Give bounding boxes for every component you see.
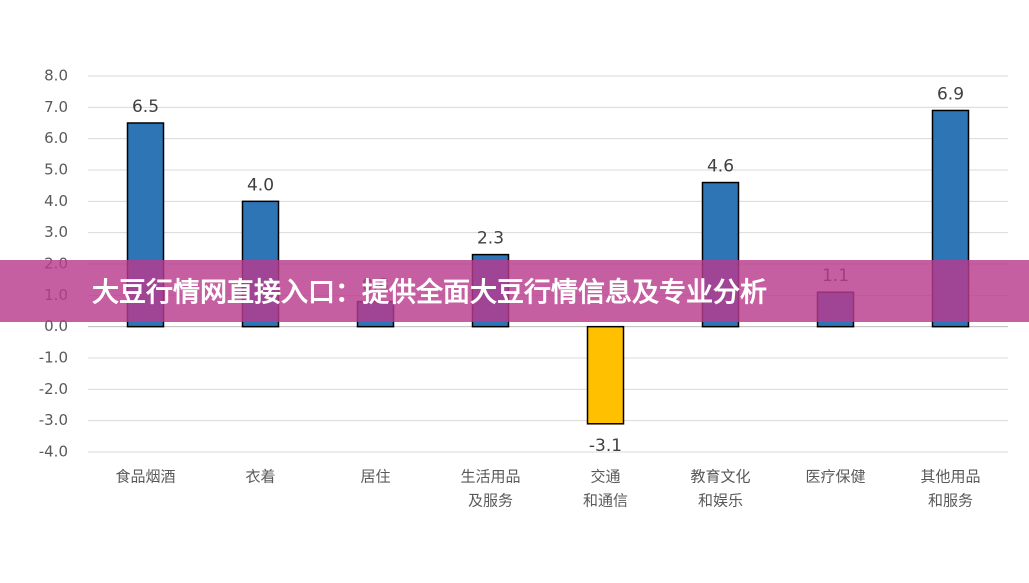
x-tick-label: 居住 [360,468,390,486]
x-tick-label: 教育文化 [690,468,750,486]
x-tick-label: 食品烟酒 [115,468,175,486]
banner [0,260,1029,322]
y-tick-label: 4.0 [44,192,68,210]
value-label: -3.1 [589,436,622,456]
x-tick-label: 衣着 [245,468,275,486]
bar [586,325,625,425]
y-tick-label: 6.0 [44,129,68,147]
x-tick-label: 生活用品 [460,468,520,486]
y-tick-label: -1.0 [39,349,68,367]
x-tick-label: 和娱乐 [698,492,743,510]
x-tick-label: 和服务 [928,492,973,510]
value-label: 2.3 [477,229,504,249]
x-tick-label: 医疗保健 [805,468,865,486]
y-tick-label: -2.0 [39,380,68,398]
y-tick-label: 7.0 [44,98,68,116]
banner-title: 大豆行情网直接入口：提供全面大豆行情信息及专业分析 [92,277,767,309]
value-label: 4.0 [247,175,274,195]
y-tick-label: 5.0 [44,161,68,179]
x-tick-label: 其他用品 [920,468,980,486]
y-tick-label: 8.0 [44,67,68,85]
x-tick-label: 交通 [590,468,620,486]
y-tick-label: 3.0 [44,223,68,241]
y-tick-label: -4.0 [39,443,68,461]
value-label: 6.5 [132,97,159,117]
value-label: 4.6 [707,157,734,177]
y-tick-label: -3.0 [39,411,68,429]
x-tick-label: 和通信 [583,492,628,510]
x-tick-label: 及服务 [468,492,513,510]
value-label: 6.9 [937,84,964,104]
